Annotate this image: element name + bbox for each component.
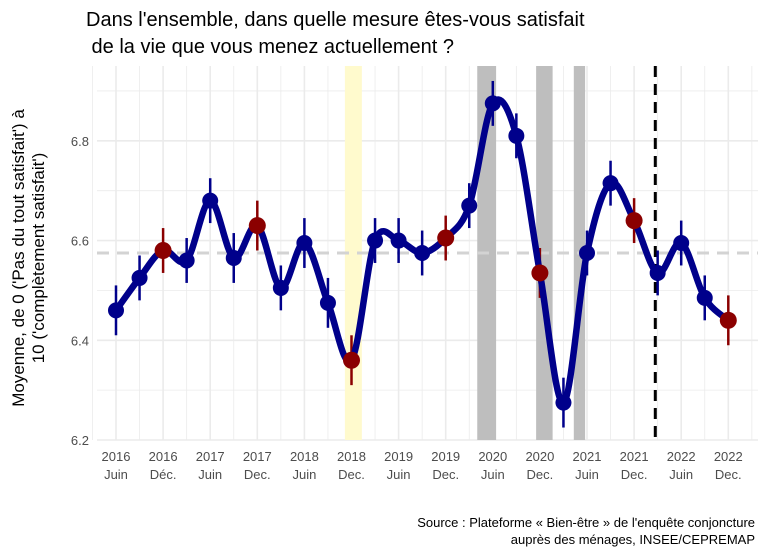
data-point [131,269,148,286]
x-tick-label-period: Juin [104,467,128,482]
chart-title-line2: de la vie que vous menez actuellement ? [86,36,454,58]
data-point [390,232,407,249]
x-tick-label-year: 2022 [667,449,696,464]
data-point [461,197,478,214]
x-tick-label-period: Dec. [432,467,459,482]
points-layer [108,95,737,411]
x-tick-label-year: 2017 [243,449,272,464]
data-point [673,235,690,252]
x-tick-label-period: Dec. [621,467,648,482]
data-point [508,127,525,144]
x-tick-label-year: 2018 [290,449,319,464]
x-tick-label-period: Juin [387,467,411,482]
caption-line2: auprès des ménages, INSEE/CEPREMAP [511,532,755,547]
x-tick-label-period: Juin [292,467,316,482]
data-point-highlight [531,264,549,282]
data-point-highlight [719,311,737,329]
data-point [108,302,124,319]
data-point-highlight [625,212,643,230]
chart-title: Dans l'ensemble, dans quelle mesure êtes… [86,9,585,31]
x-tick-label-year: 2019 [384,449,413,464]
data-point-highlight [154,242,172,260]
data-point [367,232,384,249]
data-point [178,252,195,269]
data-point [202,192,219,209]
data-point-highlight [248,217,266,235]
y-tick-label: 6.2 [71,433,89,448]
x-tick-label-period: Déc. [150,467,177,482]
caption-line1: Source : Plateforme « Bien-être » de l'e… [417,515,755,530]
x-tick-label-year: 2020 [525,449,554,464]
data-point [484,95,501,112]
y-tick-label: 6.4 [71,333,89,348]
data-point [272,279,289,296]
y-tick-label: 6.6 [71,234,89,249]
x-tick-label-year: 2020 [478,449,507,464]
y-tick-label: 6.8 [71,134,89,149]
data-point [649,264,666,281]
x-tick-label-year: 2016 [102,449,131,464]
data-point [225,249,242,266]
x-tick-label-year: 2021 [620,449,649,464]
x-tick-label-year: 2018 [337,449,366,464]
x-tick-label-year: 2016 [149,449,178,464]
data-point [296,235,313,252]
y-axis-label-group: Moyenne, de 0 ('Pas du tout satisfait') … [9,109,48,407]
data-point [602,175,619,192]
data-point [319,294,336,311]
y-tick-labels: 6.2 6.4 6.6 6.8 [71,134,89,448]
x-tick-labels: 2016 Juin 2016 Déc. 2017 Juin 2017 Dec. 2018 Juin… [102,449,743,482]
data-point [555,394,572,411]
x-tick-label-period: Dec. [338,467,365,482]
y-axis-label-line1: Moyenne, de 0 ('Pas du tout satisfait') … [9,109,28,407]
data-point-highlight [437,229,455,247]
x-tick-label-period: Dec. [715,467,742,482]
x-tick-label-period: Juin [669,467,693,482]
data-point-highlight [343,351,360,369]
data-point [414,245,431,261]
x-tick-label-period: Dec. [244,467,271,482]
x-tick-label-period: Juin [575,467,599,482]
data-point [696,289,713,306]
x-tick-label-period: Dec. [527,467,554,482]
x-tick-label-year: 2017 [196,449,225,464]
x-tick-label-year: 2019 [431,449,460,464]
x-tick-label-period: Juin [198,467,222,482]
x-tick-label-period: Juin [481,467,505,482]
data-point [579,245,595,261]
y-axis-label-line2: 10 ('complètement satisfait') [29,153,48,364]
x-tick-label-year: 2022 [714,449,743,464]
x-tick-label-year: 2021 [573,449,602,464]
